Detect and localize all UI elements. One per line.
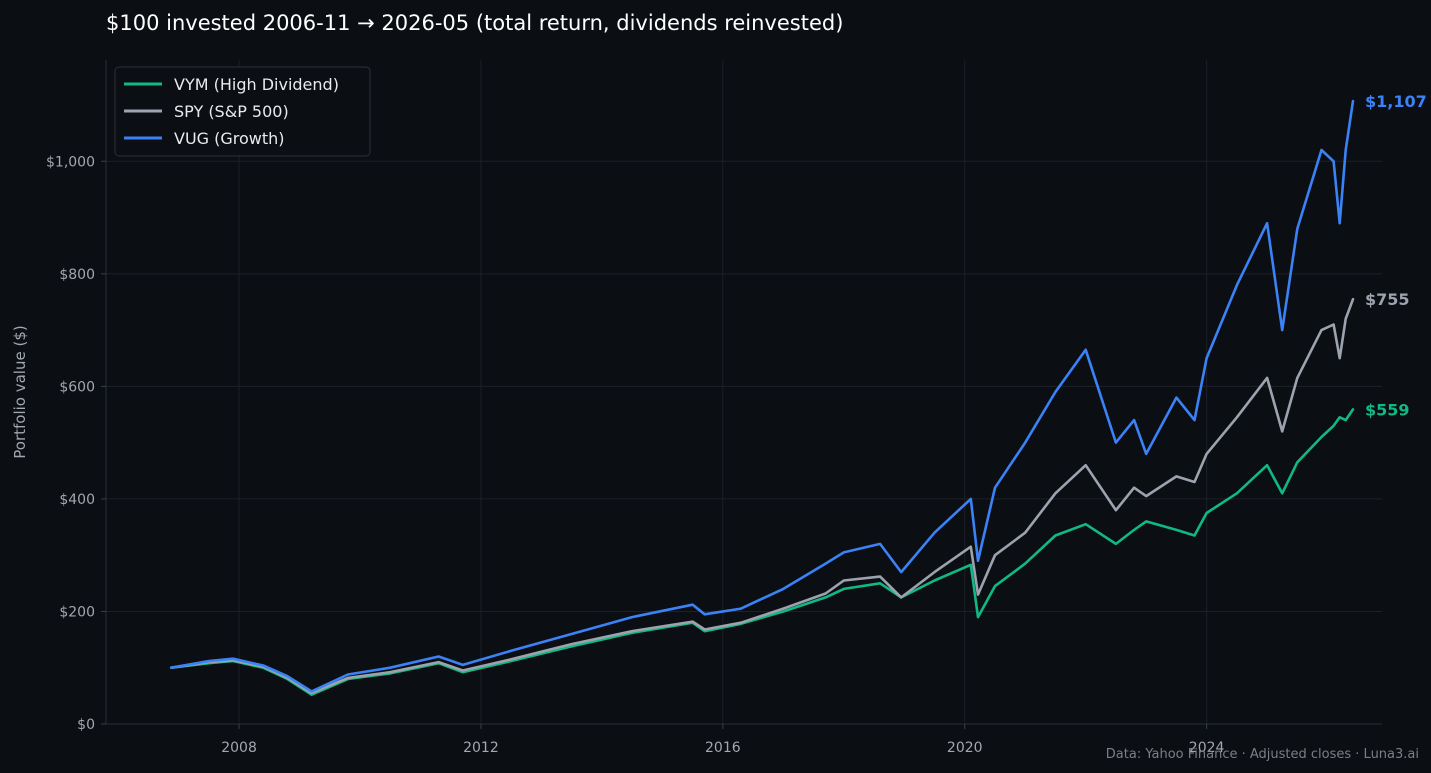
end-value-label-vug-growth: $1,107 xyxy=(1365,92,1427,111)
x-tick-label: 2012 xyxy=(463,740,499,756)
legend-label-spy: SPY (S&P 500) xyxy=(174,102,289,121)
legend: VYM (High Dividend) SPY (S&P 500) VUG (G… xyxy=(114,66,371,157)
data-source-footer: Data: Yahoo Finance · Adjusted closes · … xyxy=(1106,747,1419,762)
x-tick-label: 2024 xyxy=(1189,740,1225,756)
end-value-label-vym-high-dividend: $559 xyxy=(1365,400,1410,419)
chart-title: $100 invested 2006-11 → 2026-05 (total r… xyxy=(106,11,843,35)
legend-label-vug: VUG (Growth) xyxy=(174,129,285,148)
x-tick-label: 2020 xyxy=(947,740,983,756)
x-tick-label: 2008 xyxy=(221,740,257,756)
legend-box xyxy=(114,66,371,157)
y-tick-label: $200 xyxy=(59,604,95,620)
y-tick-label: $0 xyxy=(77,717,95,733)
y-tick-label: $1,000 xyxy=(46,154,95,170)
y-axis-ticks: $0 $200 $400 $600 $800 $1,000 xyxy=(46,154,106,733)
y-axis-label: Portfolio value ($) xyxy=(11,325,29,458)
x-axis-ticks: 2008 2012 2016 2020 2024 xyxy=(221,724,1225,756)
y-tick-label: $800 xyxy=(59,267,95,283)
legend-label-vym: VYM (High Dividend) xyxy=(174,75,339,94)
end-value-label-spy-s-p-500: $755 xyxy=(1365,290,1410,309)
end-labels: $559 $755 $1,107 xyxy=(1365,92,1427,419)
grid xyxy=(106,60,1382,724)
series-line-spy-s-p-500 xyxy=(170,297,1355,695)
series-lines xyxy=(170,99,1355,696)
series-line-vym-high-dividend xyxy=(170,408,1355,696)
y-tick-label: $600 xyxy=(59,379,95,395)
y-tick-label: $400 xyxy=(59,492,95,508)
series-line-vug-growth xyxy=(170,99,1355,693)
x-tick-label: 2016 xyxy=(705,740,741,756)
